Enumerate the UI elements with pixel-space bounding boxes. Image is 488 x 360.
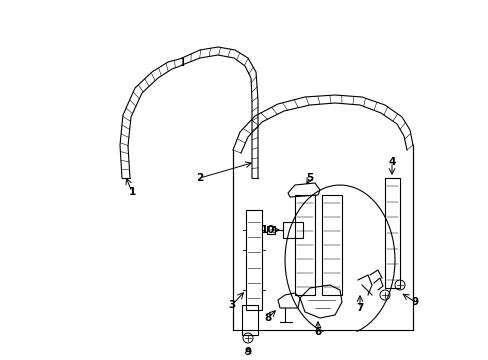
Text: 4: 4: [387, 157, 395, 167]
Text: 9: 9: [244, 347, 251, 357]
Bar: [283, 222, 303, 238]
Bar: [242, 305, 258, 335]
Text: 1: 1: [128, 187, 135, 197]
Text: 5: 5: [306, 173, 313, 183]
Text: 3: 3: [228, 300, 235, 310]
Text: 8: 8: [264, 313, 271, 323]
Bar: [294, 195, 314, 295]
Text: 7: 7: [356, 303, 363, 313]
Text: 9: 9: [410, 297, 418, 307]
Bar: [266, 226, 274, 234]
Bar: [321, 195, 341, 295]
Text: 6: 6: [314, 327, 321, 337]
Text: 2: 2: [196, 173, 203, 183]
Bar: [384, 178, 399, 288]
Bar: [245, 210, 262, 310]
Text: 10: 10: [260, 225, 275, 235]
